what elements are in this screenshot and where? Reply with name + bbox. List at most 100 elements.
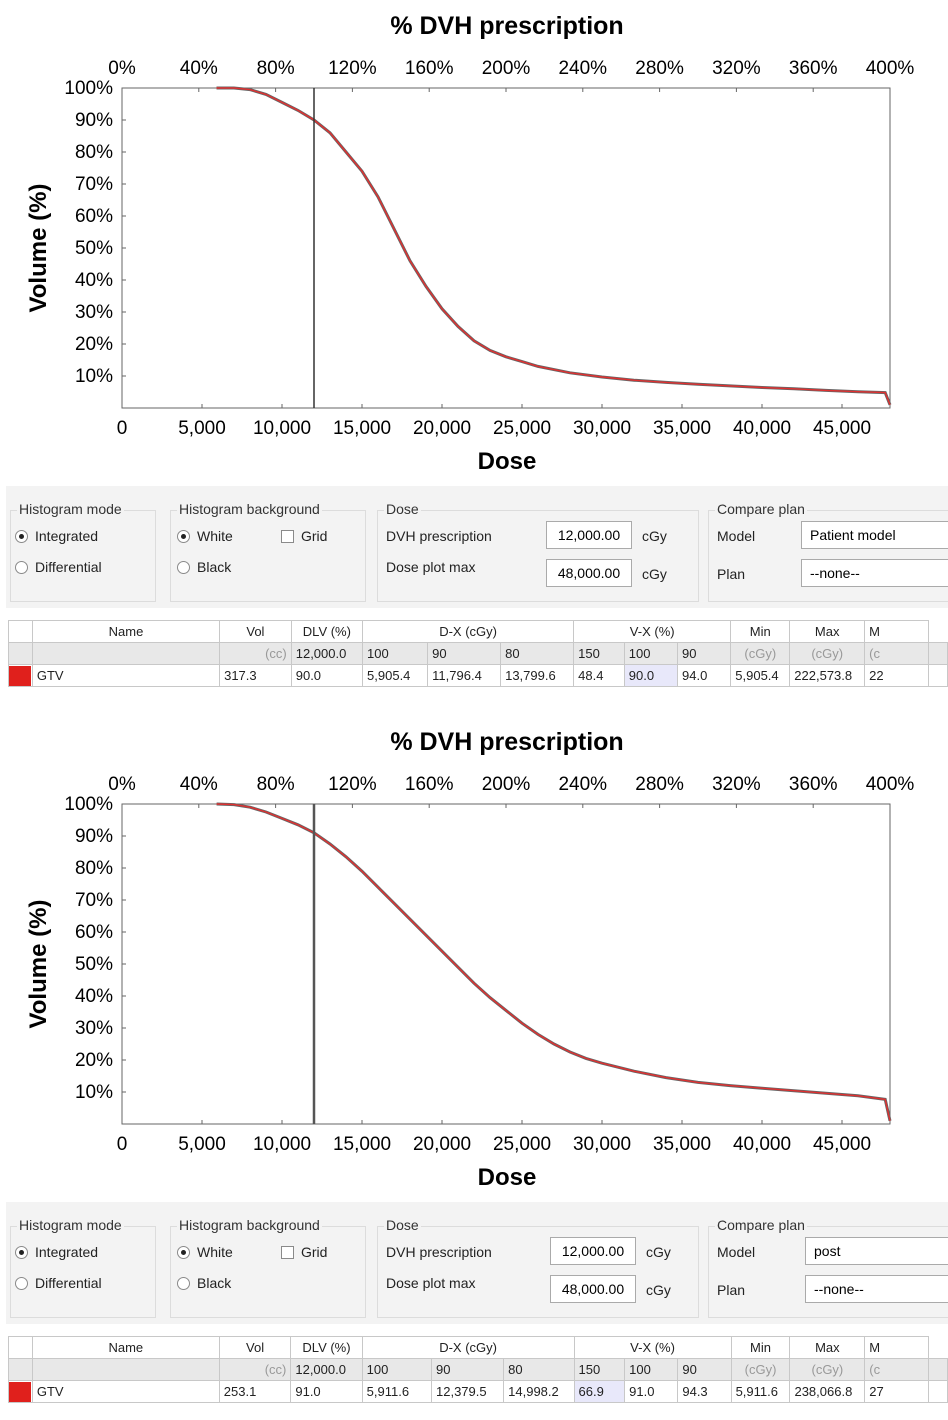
dose-plot-max-label: Dose plot max	[386, 559, 476, 575]
radio-white[interactable]: White	[177, 1244, 233, 1260]
model-select[interactable]: Patient model	[801, 521, 948, 549]
dose-unit: cGy	[646, 1244, 671, 1260]
dvh-prescription-input[interactable]: 12,000.00	[550, 1237, 636, 1265]
cell-name: GTV	[31, 1380, 220, 1403]
unit-cell[interactable]: 90	[430, 1358, 505, 1381]
radio-selected-icon[interactable]	[15, 529, 28, 543]
unit-cell[interactable]: 100	[361, 1358, 433, 1381]
histogram-mode-group: Histogram mode Integrated Differential	[10, 1217, 156, 1318]
header-max[interactable]: Max	[789, 1336, 866, 1359]
unit-cell[interactable]: 12,000.0	[290, 642, 364, 665]
header-min[interactable]: Min	[730, 1336, 791, 1359]
radio-icon[interactable]	[177, 1276, 190, 1290]
cell-vol: 317.3	[219, 664, 292, 687]
header-dlv[interactable]: DLV (%)	[290, 620, 364, 643]
radio-icon[interactable]	[177, 560, 190, 574]
header-min[interactable]: Min	[730, 620, 791, 643]
table-row[interactable]: GTV 253.1 91.0 5,911.6 12,379.5 14,998.2…	[8, 1380, 948, 1403]
radio-differential[interactable]: Differential	[15, 1275, 102, 1291]
dvh-prescription-label: DVH prescription	[386, 528, 492, 544]
unit-cell[interactable]: 150	[573, 1358, 626, 1381]
unit-cell[interactable]: 90	[427, 642, 502, 665]
header-m[interactable]: M	[864, 620, 930, 643]
unit-cell: (c	[864, 642, 930, 665]
radio-differential[interactable]: Differential	[15, 559, 102, 575]
header-dx[interactable]: D-X (cGy)	[362, 620, 575, 643]
radio-icon[interactable]	[15, 560, 28, 574]
radio-selected-icon[interactable]	[177, 529, 190, 543]
checkbox-icon[interactable]	[281, 529, 294, 543]
x-tick-label: 40,000	[733, 418, 791, 439]
radio-integrated[interactable]: Integrated	[15, 1244, 98, 1260]
x-axis-label: Dose	[478, 1164, 537, 1191]
x-tick-label: 45,000	[813, 418, 871, 439]
top-tick-label: 400%	[866, 774, 915, 795]
header-max[interactable]: Max	[789, 620, 866, 643]
tick-marks	[121, 803, 891, 1124]
grid-checkbox[interactable]: Grid	[281, 528, 327, 544]
model-select[interactable]: post	[805, 1237, 948, 1265]
plan-select[interactable]: --none--	[805, 1275, 948, 1303]
header-vx[interactable]: V-X (%)	[573, 1336, 732, 1359]
unit-cell[interactable]: 90	[677, 1358, 732, 1381]
radio-selected-icon[interactable]	[15, 1245, 28, 1259]
top-tick-label: 360%	[789, 774, 838, 795]
header-dlv[interactable]: DLV (%)	[290, 1336, 363, 1359]
grid-checkbox[interactable]: Grid	[281, 1244, 327, 1260]
plan-select[interactable]: --none--	[801, 559, 948, 587]
top-tick-label: 0%	[108, 58, 136, 79]
tick-marks	[121, 87, 891, 408]
unit-cell[interactable]: 100	[362, 642, 429, 665]
top-tick-label: 160%	[405, 58, 454, 79]
radio-black[interactable]: Black	[177, 1275, 231, 1291]
radio-icon[interactable]	[15, 1276, 28, 1290]
dose-plot-max-input[interactable]: 48,000.00	[550, 1275, 636, 1303]
header-vx[interactable]: V-X (%)	[573, 620, 732, 643]
compare-plan-group: Compare plan Model Patient model Plan --…	[708, 501, 948, 602]
cell-dlv: 91.0	[290, 1380, 363, 1403]
group-title: Histogram background	[177, 501, 322, 517]
plan-label: Plan	[717, 1282, 746, 1298]
header-vol[interactable]: Vol	[219, 620, 292, 643]
header-name[interactable]: Name	[31, 1336, 220, 1359]
x-tick-label: 5,000	[178, 418, 226, 439]
cell-v90: 94.3	[677, 1380, 732, 1403]
table-row[interactable]: GTV 317.3 90.0 5,905.4 11,796.4 13,799.6…	[8, 664, 948, 687]
y-tick-label: 100%	[64, 794, 113, 815]
top-tick-label: 160%	[405, 774, 454, 795]
top-tick-label: 40%	[180, 774, 218, 795]
header-vol[interactable]: Vol	[218, 1336, 292, 1359]
dvh-prescription-input[interactable]: 12,000.00	[546, 521, 632, 549]
dose-plot-max-input[interactable]: 48,000.00	[546, 559, 632, 587]
chart-title: % DVH prescription	[390, 12, 623, 40]
header-m[interactable]: M	[864, 1336, 930, 1359]
cell-min: 5,911.6	[730, 1380, 791, 1403]
unit-cell[interactable]: 80	[500, 642, 575, 665]
x-axis-ticks: 0 5,000 10,000 15,000 20,000 25,000 30,000 35,0…	[117, 418, 871, 439]
dvh-chart-2: % DVH prescription 0% 40% 80% 120% 160% 200% 2…	[25, 728, 915, 1191]
top-tick-label: 320%	[712, 58, 761, 79]
header-dx[interactable]: D-X (cGy)	[361, 1336, 575, 1359]
cell-dlv: 90.0	[290, 664, 364, 687]
unit-cell[interactable]: 80	[503, 1358, 575, 1381]
unit-cell[interactable]: 100	[624, 1358, 679, 1381]
header-name[interactable]: Name	[31, 620, 221, 643]
radio-black[interactable]: Black	[177, 559, 231, 575]
x-tick-label: 30,000	[573, 1134, 631, 1155]
x-tick-label: 0	[117, 418, 128, 439]
radio-selected-icon[interactable]	[177, 1245, 190, 1259]
table-header-row: Name Vol DLV (%) D-X (cGy) V-X (%) Min M…	[8, 620, 948, 643]
cell-v100: 91.0	[624, 1380, 679, 1403]
checkbox-icon[interactable]	[281, 1245, 294, 1259]
unit-cell[interactable]: 12,000.0	[290, 1358, 363, 1381]
unit-cell[interactable]: 90	[677, 642, 732, 665]
x-tick-label: 35,000	[653, 1134, 711, 1155]
radio-white[interactable]: White	[177, 528, 233, 544]
model-label: Model	[717, 1244, 756, 1260]
top-tick-label: 0%	[108, 774, 136, 795]
y-tick-label: 40%	[75, 270, 113, 291]
unit-cell[interactable]: 100	[623, 642, 679, 665]
unit-cell[interactable]: 150	[573, 642, 625, 665]
y-tick-label: 20%	[75, 1050, 113, 1071]
radio-integrated[interactable]: Integrated	[15, 528, 98, 544]
